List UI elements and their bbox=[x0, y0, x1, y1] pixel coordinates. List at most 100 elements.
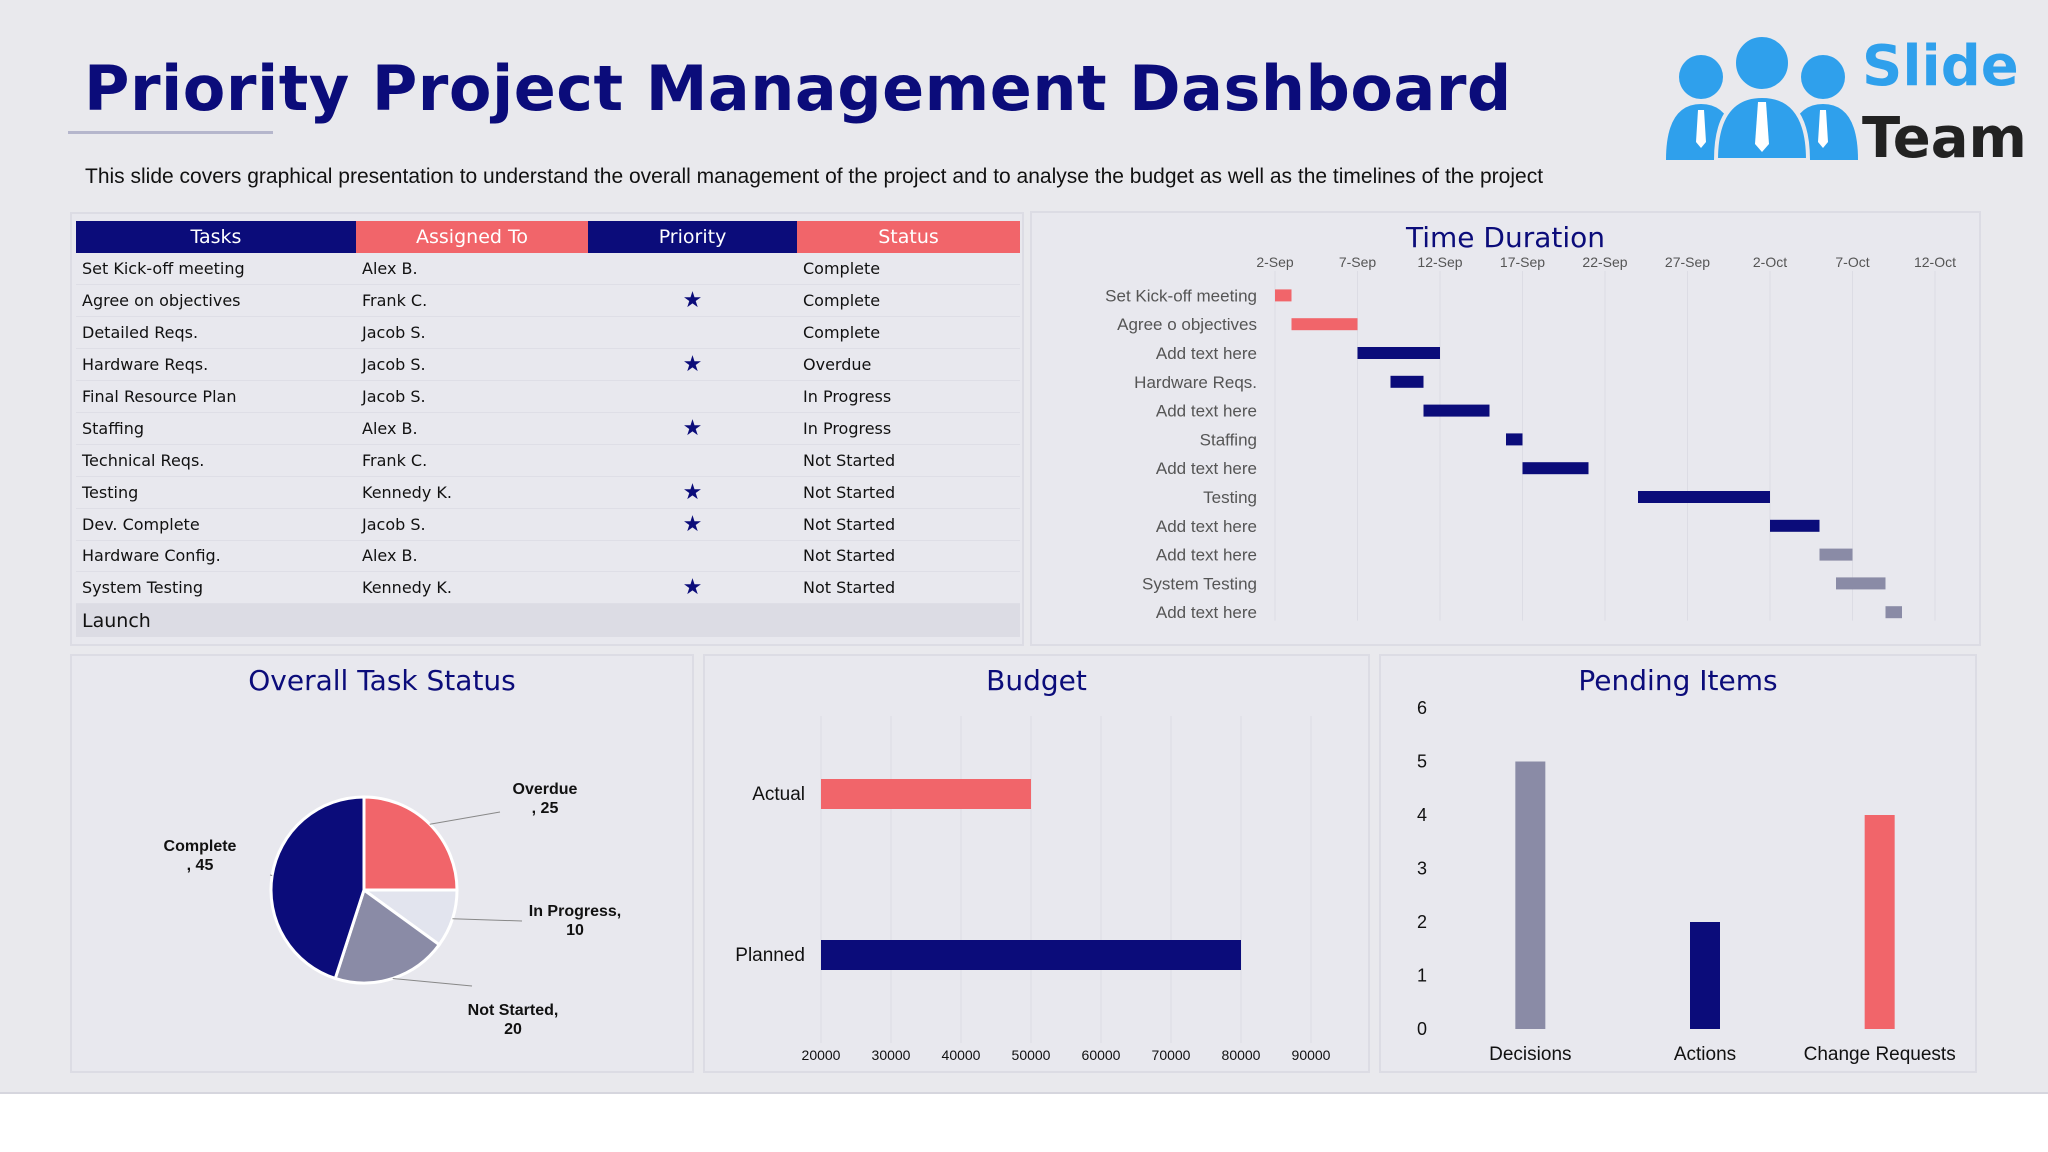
gantt-title: Time Duration bbox=[1405, 221, 1606, 254]
table-row: Technical Reqs. Frank C. Not Started bbox=[76, 444, 1020, 477]
status-cell: Not Started bbox=[797, 476, 1020, 509]
pending-bar bbox=[1690, 922, 1720, 1029]
assigned-cell: Jacob S. bbox=[356, 380, 588, 413]
gantt-bar bbox=[1770, 519, 1820, 532]
gantt-bar bbox=[1390, 375, 1424, 388]
gantt-task-label: Add text here bbox=[1156, 517, 1257, 536]
gantt-chart: 2-Sep 7-Sep 12-Sep 17-Sep 22-Sep 27-Sep 2-Oct 7… bbox=[1105, 254, 1956, 622]
priority-cell bbox=[588, 444, 797, 477]
assigned-cell: Jacob S. bbox=[356, 508, 588, 541]
priority-cell bbox=[588, 253, 797, 286]
priority-star-icon: ★ bbox=[588, 284, 797, 318]
task-table-header-row: Tasks Assigned To Priority Status bbox=[76, 221, 1020, 253]
status-cell: Not Started bbox=[797, 508, 1020, 541]
budget-x-tick-label: 40000 bbox=[942, 1047, 981, 1063]
assigned-cell: Alex B. bbox=[356, 253, 588, 286]
table-row: Dev. Complete Jacob S. ★ Not Started bbox=[76, 508, 1020, 541]
assigned-cell: Alex B. bbox=[356, 540, 588, 573]
gantt-bar bbox=[1836, 577, 1886, 590]
task-cell: Hardware Config. bbox=[76, 540, 356, 573]
page-title: Priority Project Management Dashboard bbox=[84, 52, 1512, 125]
gantt-bar bbox=[1291, 318, 1358, 331]
gantt-bar bbox=[1357, 347, 1440, 359]
task-cell: Final Resource Plan bbox=[76, 380, 356, 413]
pie-slice bbox=[269, 795, 366, 981]
budget-x-tick-label: 70000 bbox=[1152, 1047, 1191, 1063]
budget-x-tick-label: 80000 bbox=[1222, 1047, 1261, 1063]
pending-category-label: Actions bbox=[1674, 1044, 1736, 1065]
gantt-x-tick-label: 2-Sep bbox=[1256, 254, 1294, 270]
gantt-bar bbox=[1506, 433, 1523, 446]
gantt-x-tick-label: 7-Oct bbox=[1835, 254, 1869, 270]
launch-row: Launch bbox=[76, 603, 1020, 637]
assigned-cell: Kennedy K. bbox=[356, 476, 588, 509]
table-row: Hardware Config. Alex B. Not Started bbox=[76, 540, 1020, 573]
gantt-task-label: Add text here bbox=[1156, 459, 1257, 478]
gantt-task-label: Add text here bbox=[1156, 344, 1257, 363]
priority-star-icon: ★ bbox=[588, 412, 797, 445]
pie-data-label: Not Started, bbox=[468, 1002, 559, 1019]
pending-items-panel: Pending Items 0 1 2 3 4 5 6 Decisions Actions Cha… bbox=[1379, 654, 1977, 1073]
header-priority: Priority bbox=[588, 221, 797, 253]
task-cell: Dev. Complete bbox=[76, 508, 356, 541]
header-assigned-to: Assigned To bbox=[356, 221, 588, 253]
priority-star-icon: ★ bbox=[588, 348, 797, 382]
pie-data-label: , 25 bbox=[532, 800, 559, 817]
gantt-x-tick-label: 12-Sep bbox=[1417, 254, 1462, 270]
pending-bar bbox=[1515, 761, 1546, 1029]
gantt-task-label: Add text here bbox=[1156, 402, 1257, 421]
budget-x-tick-label: 50000 bbox=[1012, 1047, 1051, 1063]
pending-y-tick-label: 6 bbox=[1417, 698, 1427, 718]
gantt-bar bbox=[1522, 462, 1589, 475]
pie-slice bbox=[362, 795, 459, 892]
gantt-task-label: Add text here bbox=[1156, 603, 1257, 622]
title-underline bbox=[68, 131, 273, 134]
budget-category-label: Actual bbox=[752, 784, 805, 805]
gantt-task-label: Agree o objectives bbox=[1117, 315, 1257, 334]
gantt-task-label: Add text here bbox=[1156, 546, 1257, 565]
task-table-panel: Tasks Assigned To Priority Status Set Ki… bbox=[70, 212, 1024, 646]
assigned-cell: Jacob S. bbox=[356, 348, 588, 382]
gantt-task-label: System Testing bbox=[1142, 574, 1257, 593]
logo-text-team: Team bbox=[1862, 106, 2027, 171]
slideteam-logo: Slide Team bbox=[1664, 24, 2027, 174]
task-cell: Testing bbox=[76, 476, 356, 509]
status-cell: Complete bbox=[797, 253, 1020, 286]
pie-data-label: 10 bbox=[566, 922, 584, 939]
pie-data-label: Overdue bbox=[513, 781, 578, 798]
pie-data-label: In Progress, bbox=[529, 903, 621, 920]
assigned-cell: Frank C. bbox=[356, 444, 588, 477]
header-tasks: Tasks bbox=[76, 221, 356, 253]
budget-panel: Budget 20000 30000 40000 50000 60000 70000 800… bbox=[703, 654, 1370, 1073]
status-cell: Not Started bbox=[797, 540, 1020, 573]
pending-y-tick-label: 5 bbox=[1417, 752, 1427, 772]
assigned-cell: Alex B. bbox=[356, 412, 588, 445]
pending-bar bbox=[1864, 815, 1895, 1029]
gantt-bar bbox=[1819, 548, 1853, 561]
pending-category-label: Change Requests bbox=[1804, 1044, 1956, 1065]
gantt-bar bbox=[1885, 606, 1902, 619]
gantt-task-label: Testing bbox=[1203, 488, 1257, 507]
logo-text-slide: Slide bbox=[1862, 34, 2019, 99]
table-row: Hardware Reqs. Jacob S. ★ Overdue bbox=[76, 348, 1020, 382]
gantt-x-tick-label: 22-Sep bbox=[1582, 254, 1627, 270]
task-cell: Detailed Reqs. bbox=[76, 316, 356, 350]
table-row: System Testing Kennedy K. ★ Not Started bbox=[76, 571, 1020, 605]
table-row: Staffing Alex B. ★ In Progress bbox=[76, 412, 1020, 445]
pending-y-tick-label: 3 bbox=[1417, 859, 1427, 879]
pending-y-tick-label: 2 bbox=[1417, 912, 1427, 932]
pie-title: Overall Task Status bbox=[248, 664, 516, 697]
table-row: Agree on objectives Frank C. ★ Complete bbox=[76, 284, 1020, 318]
pending-items-bar-chart: 0 1 2 3 4 5 6 Decisions Actions Change Requests bbox=[1417, 698, 1956, 1065]
status-cell: Not Started bbox=[797, 571, 1020, 605]
pie-slice bbox=[333, 887, 442, 985]
team-people-icon bbox=[1666, 33, 1858, 162]
pie-data-label: 20 bbox=[504, 1021, 522, 1038]
task-status-pie-chart: Overdue , 25 In Progress, 10 Not Started, 20 C… bbox=[164, 781, 622, 1038]
pie-leader-line bbox=[429, 811, 501, 825]
gantt-task-label: Set Kick-off meeting bbox=[1105, 286, 1257, 305]
pie-data-label: , 45 bbox=[187, 857, 214, 874]
assigned-cell: Kennedy K. bbox=[356, 571, 588, 605]
time-duration-panel: Time Duration 2-Sep 7-Sep 12-Sep 17-Sep 22-S… bbox=[1030, 211, 1981, 646]
task-cell: Technical Reqs. bbox=[76, 444, 356, 477]
